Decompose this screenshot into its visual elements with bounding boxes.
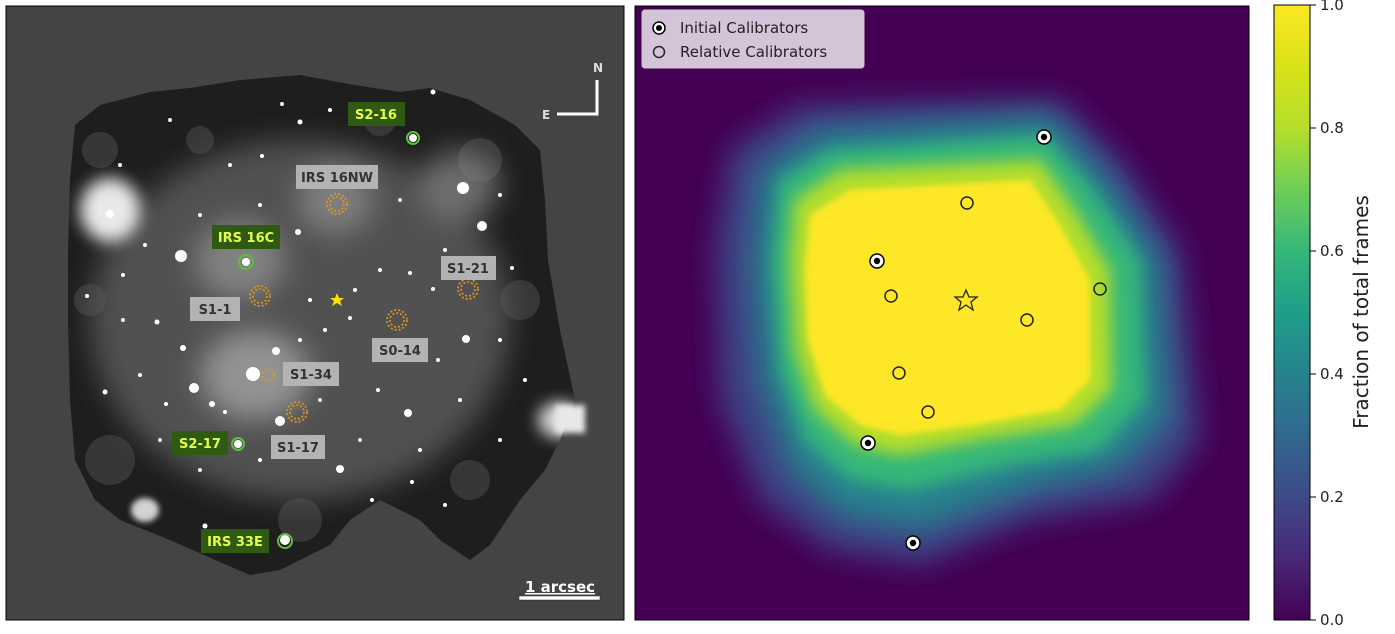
svg-text:S2-17: S2-17 [179,437,221,452]
colorbar-ticks: 0.0 0.2 0.4 0.6 0.8 1.0 [1310,0,1344,629]
mosaic-edge [555,405,585,433]
svg-text:S1-21: S1-21 [447,262,489,277]
legend-box [641,9,865,69]
legend: Initial Calibrators Relative Calibrators [641,9,865,69]
label-s1-21: S1-21 [441,256,496,280]
svg-text:IRS 33E: IRS 33E [207,535,263,550]
svg-text:S1-17: S1-17 [277,441,319,456]
sgr-a-star-icon [330,293,344,306]
mosaic-image [68,75,575,575]
right-panel-frame [634,5,1250,621]
colorbar-tick-label: 0.4 [1320,365,1344,383]
sgr-a-position-icon [953,288,979,312]
heatmap-image [715,100,1200,565]
label-s1-34: S1-34 [283,362,339,386]
calibrator-markers [231,131,420,549]
colorbar-tick-label: 0.8 [1320,119,1344,137]
svg-text:IRS 16NW: IRS 16NW [301,171,373,186]
svg-text:S0-14: S0-14 [379,344,421,359]
colorbar-tick-label: 1.0 [1320,0,1344,14]
colorbar-tick-label: 0.6 [1320,242,1344,260]
scalebar-label: 1 arcsec [525,578,595,596]
svg-text:S2-16: S2-16 [355,108,397,123]
svg-text:S1-34: S1-34 [290,368,332,383]
star-labels: S2-16 IRS 16NW IRS 16C S1-21 S1-1 S0-14 [172,102,496,553]
right-panel: Initial Calibrators Relative Calibrators [634,5,1250,621]
relative-calibrator-markers [884,196,1107,419]
legend-initial-label: Initial Calibrators [680,19,808,37]
label-s1-17: S1-17 [271,435,325,459]
label-irs-16c: IRS 16C [212,225,280,249]
label-irs-16nw: IRS 16NW [296,165,378,189]
label-s2-17: S2-17 [172,431,228,455]
compass-east: E [542,108,550,122]
point-sources [85,89,527,545]
colorbar-label: Fraction of total frames [1349,195,1373,429]
legend-relative-label: Relative Calibrators [680,43,827,61]
colorbar: 0.0 0.2 0.4 0.6 0.8 1.0 Fraction of total fra… [1273,0,1373,629]
initial-calibrator-markers [860,129,1052,551]
left-panel: S2-16 IRS 16NW IRS 16C S1-21 S1-1 S0-14 [5,5,625,621]
compass-north: N [593,61,603,75]
other-markers [249,193,479,423]
compass [557,80,599,116]
colorbar-tick-label: 0.0 [1320,611,1344,629]
label-s2-16: S2-16 [348,102,405,126]
label-s1-1: S1-1 [190,297,240,321]
svg-text:IRS 16C: IRS 16C [218,231,274,246]
colorbar-tick-label: 0.2 [1320,488,1344,506]
label-s0-14: S0-14 [372,338,428,362]
label-irs-33e: IRS 33E [201,529,269,553]
scalebar [518,595,601,601]
svg-text:S1-1: S1-1 [199,303,232,318]
colorbar-gradient [1273,4,1311,621]
